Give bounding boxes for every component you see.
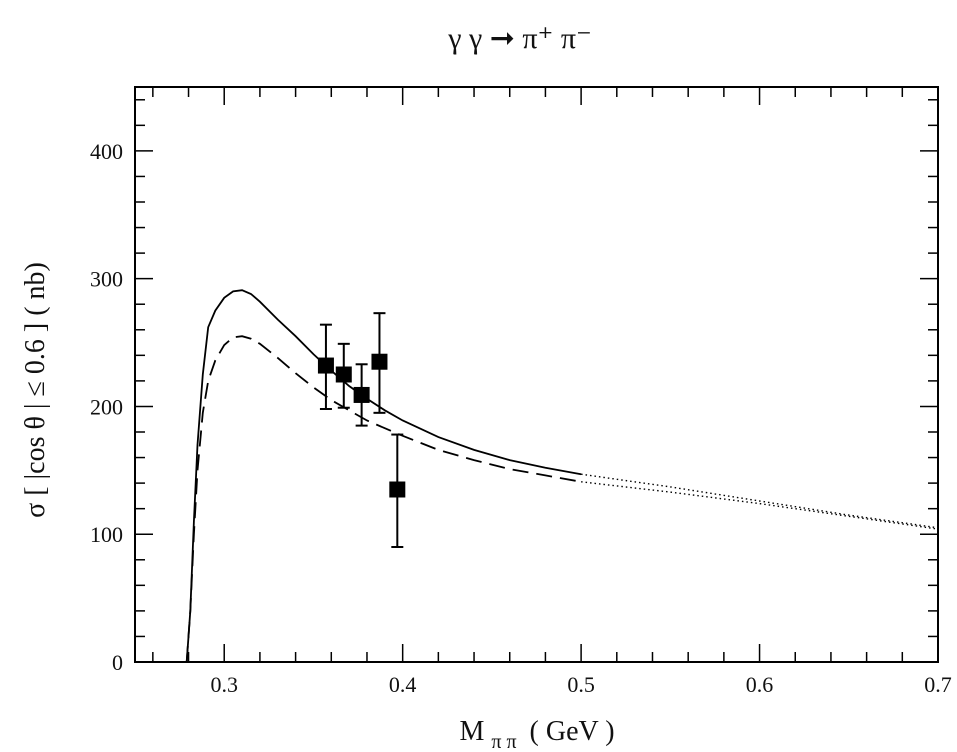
x-axis-title-main: M xyxy=(459,716,484,747)
data-point-marker xyxy=(317,357,334,374)
y-tick-label: 100 xyxy=(90,522,123,547)
data-point-marker xyxy=(389,481,406,498)
series-lines xyxy=(185,289,939,663)
x-tick-label: 0.7 xyxy=(924,672,952,697)
series-line-solid xyxy=(185,289,582,663)
data-points xyxy=(317,312,406,548)
x-axis-title-unit: ( GeV ) xyxy=(530,716,615,747)
x-axis-title: M π π ( GeV ) xyxy=(459,716,614,752)
series-line-dashed xyxy=(185,335,582,663)
data-point-marker xyxy=(335,366,352,383)
y-tick-label: 400 xyxy=(90,139,123,164)
series-line-dotted xyxy=(581,481,939,530)
series-line-dotted xyxy=(581,473,939,529)
x-tick-label: 0.5 xyxy=(567,672,595,697)
y-axis-title: σ [ |cos θ | ≤ 0.6 ] ( nb) xyxy=(20,262,51,518)
y-axis-ticks: 0 100 200 300 400 xyxy=(90,99,938,675)
y-tick-label: 200 xyxy=(90,394,123,419)
x-axis-title-subscript: π π xyxy=(491,731,516,752)
data-point-marker xyxy=(371,353,388,370)
chart-title: γ γ ➞ π⁺ π⁻ xyxy=(447,22,592,55)
data-point-marker xyxy=(353,386,370,403)
x-tick-label: 0.4 xyxy=(389,672,417,697)
y-tick-label: 0 xyxy=(112,650,123,675)
x-tick-label: 0.3 xyxy=(210,672,238,697)
plot-frame xyxy=(134,86,939,663)
y-tick-label: 300 xyxy=(90,267,123,292)
x-axis-ticks: 0.3 0.4 0.5 0.6 0.7 xyxy=(152,87,952,697)
x-tick-label: 0.6 xyxy=(746,672,774,697)
